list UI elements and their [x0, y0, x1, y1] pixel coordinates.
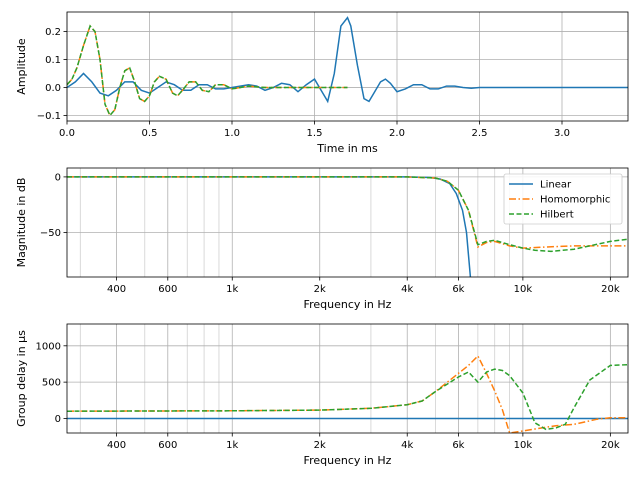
- series-line-linear: [67, 176, 472, 277]
- x-tick-label: 2k: [314, 440, 326, 451]
- x-axis-label: Frequency in Hz: [304, 298, 392, 311]
- y-axis-label: Amplitude: [15, 38, 28, 95]
- axes-frame: [66, 11, 629, 122]
- subplot-1: 0.0 0.5 1.0 1.5 2.0 2.5 3.0 −0.1 0.0 0.1 0.2 Time i…: [15, 11, 629, 155]
- x-tick-label: 4k: [401, 284, 413, 295]
- x-tick-label: 1.5: [307, 128, 323, 139]
- x-tick-label: 4k: [401, 440, 413, 451]
- x-tick-label: 400: [107, 284, 126, 295]
- x-tick-label: 10k: [514, 440, 533, 451]
- x-tick-label: 20k: [601, 440, 620, 451]
- axes-frame: [66, 323, 629, 434]
- series-line-2: [67, 24, 348, 117]
- x-axis-label: Frequency in Hz: [304, 454, 392, 467]
- y-tick-label: 0.2: [45, 27, 61, 38]
- x-tick-label: 0.0: [59, 128, 75, 139]
- series-line-hilbert: [67, 176, 628, 253]
- series-line-1: [67, 16, 628, 104]
- subplot-3: 400 600 1k 2k 4k 6k 10k 20k 0 500 1000 Frequency in…: [15, 323, 629, 467]
- x-axis-label: Time in ms: [316, 142, 378, 155]
- x-tick-label: 0.5: [142, 128, 158, 139]
- y-tick-label: 0: [55, 414, 61, 425]
- x-tick-label: 2.0: [389, 128, 405, 139]
- x-tick-label: 2.5: [472, 128, 488, 139]
- x-tick-label: 1k: [226, 440, 238, 451]
- x-tick-label: 1.0: [224, 128, 240, 139]
- x-tick-label: 2k: [314, 284, 326, 295]
- legend-label-homomorphic: Homomorphic: [540, 195, 610, 206]
- legend: Linear Homomorphic Hilbert: [503, 173, 623, 225]
- y-tick-label: 500: [42, 378, 61, 389]
- x-tick-label: 6k: [452, 284, 464, 295]
- y-tick-label: −0.1: [37, 111, 61, 122]
- x-tick-label: 400: [107, 440, 126, 451]
- axes-frame: [66, 167, 629, 278]
- y-tick-label: 0.0: [45, 83, 61, 94]
- series-line-3: [67, 363, 628, 431]
- series-line-2: [67, 354, 628, 433]
- x-tick-label: 6k: [452, 440, 464, 451]
- y-axis-label: Magnitude in dB: [15, 178, 28, 268]
- y-tick-label: 0.1: [45, 55, 61, 66]
- x-tick-label: 600: [158, 284, 177, 295]
- x-tick-label: 600: [158, 440, 177, 451]
- series-line-3: [67, 24, 348, 117]
- subplot-2: 400 600 1k 2k 4k 6k 10k 20k −50 0 Frequency in Hz M…: [15, 167, 629, 311]
- x-tick-label: 10k: [514, 284, 533, 295]
- legend-box: [503, 173, 623, 225]
- x-tick-label: 1k: [226, 284, 238, 295]
- legend-label-hilbert: Hilbert: [540, 210, 574, 221]
- y-axis-label: Group delay in µs: [15, 330, 28, 427]
- y-tick-label: 1000: [36, 341, 61, 352]
- y-tick-label: −50: [40, 228, 61, 239]
- y-tick-label: 0: [55, 172, 61, 183]
- x-tick-label: 20k: [601, 284, 620, 295]
- x-tick-label: 3.0: [554, 128, 570, 139]
- legend-label-linear: Linear: [540, 180, 572, 191]
